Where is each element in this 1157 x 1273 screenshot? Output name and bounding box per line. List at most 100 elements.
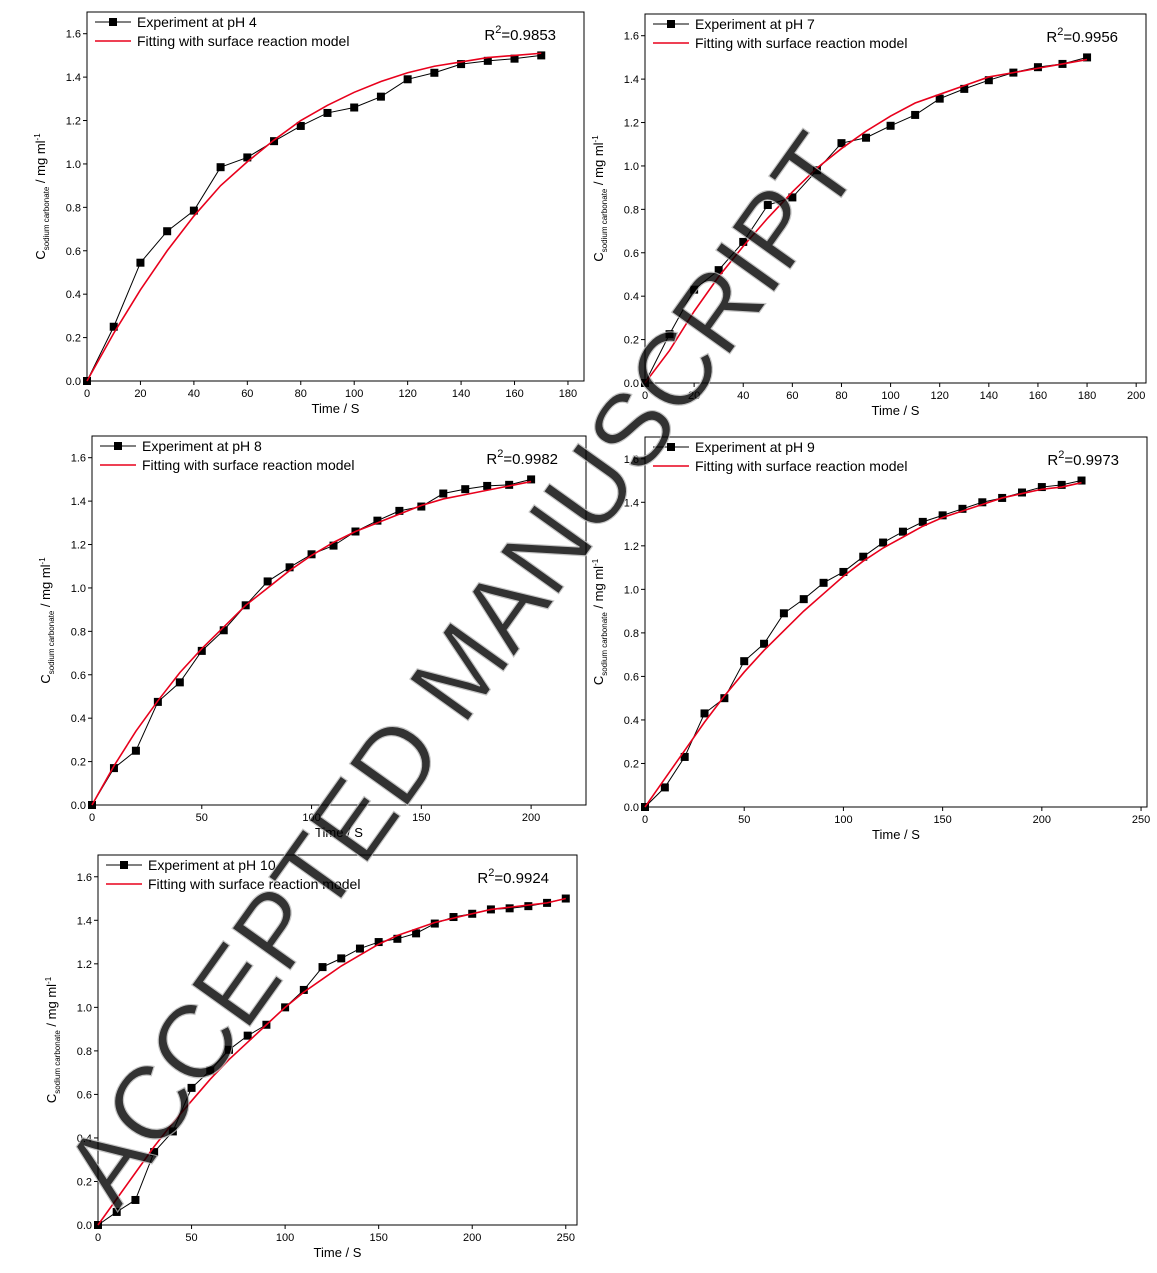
y-tick-label: 0.6 xyxy=(624,671,639,683)
y-tick-label: 1.2 xyxy=(71,540,86,552)
data-point xyxy=(393,934,402,943)
legend-marker xyxy=(114,442,122,450)
data-point xyxy=(206,1066,215,1075)
y-label-sup: -1 xyxy=(38,557,47,565)
y-tick-label: 0.8 xyxy=(77,1046,92,1058)
x-tick-label: 100 xyxy=(834,814,852,826)
annotation-main: R xyxy=(1047,452,1058,469)
data-point xyxy=(457,60,466,69)
y-label-sub: sodium carbonate xyxy=(600,188,609,252)
y-axis-label: Csodium carbonate / mg ml-1 xyxy=(38,557,56,684)
y-label-main: C xyxy=(591,252,606,261)
y-tick-label: 0.0 xyxy=(624,802,639,814)
data-point xyxy=(763,201,772,210)
y-tick-label: 1.4 xyxy=(77,915,92,927)
data-point xyxy=(150,1148,159,1157)
data-point xyxy=(109,764,118,773)
x-tick-label: 160 xyxy=(505,388,523,400)
data-point xyxy=(483,481,492,490)
y-tick-label: 0.2 xyxy=(77,1176,92,1188)
x-tick-label: 40 xyxy=(188,388,200,400)
data-point xyxy=(168,1127,177,1136)
data-point xyxy=(187,1083,196,1092)
data-point xyxy=(886,121,895,130)
y-tick-label: 1.6 xyxy=(624,454,639,466)
data-point xyxy=(1057,480,1066,489)
data-point xyxy=(505,480,514,489)
data-point xyxy=(978,498,987,507)
annotation-sup: 2 xyxy=(488,867,494,879)
legend-label: Experiment at pH 7 xyxy=(695,16,815,32)
annotation-rest: =0.9924 xyxy=(494,870,549,887)
y-label-main: C xyxy=(591,676,606,685)
y-tick-label: 0.6 xyxy=(624,248,639,260)
y-tick-label: 0.2 xyxy=(624,335,639,347)
data-point xyxy=(296,121,305,130)
data-point xyxy=(510,54,519,63)
x-tick-label: 0 xyxy=(84,388,90,400)
plot-frame xyxy=(644,13,1147,384)
x-tick-label: 140 xyxy=(452,388,470,400)
annotation-main: R xyxy=(486,451,497,468)
y-label-unit: / mg ml xyxy=(38,564,53,610)
data-point xyxy=(714,266,723,275)
x-tick-label: 100 xyxy=(881,390,899,402)
y-axis-label: Csodium carbonate / mg ml-1 xyxy=(591,135,609,262)
y-tick-label: 0.6 xyxy=(77,1089,92,1101)
y-label-main: C xyxy=(38,674,53,683)
data-point xyxy=(879,538,888,547)
legend-marker xyxy=(667,20,675,28)
data-point xyxy=(430,919,439,928)
legend-marker xyxy=(109,18,117,26)
y-label-unit: / mg ml xyxy=(33,140,48,186)
data-point xyxy=(131,1195,140,1204)
annotation-main: R xyxy=(477,870,488,887)
y-tick-label: 1.0 xyxy=(77,1002,92,1014)
y-axis-label: Csodium carbonate / mg ml-1 xyxy=(44,976,62,1103)
data-point xyxy=(224,1045,233,1054)
data-point xyxy=(938,511,947,520)
data-point xyxy=(812,166,821,175)
data-point xyxy=(219,626,228,635)
x-tick-label: 50 xyxy=(196,812,208,824)
x-tick-label: 80 xyxy=(295,388,307,400)
y-label-sub: sodium carbonate xyxy=(42,186,51,250)
legend-label: Fitting with surface reaction model xyxy=(695,35,907,51)
data-point xyxy=(163,227,172,236)
x-tick-label: 100 xyxy=(345,388,363,400)
x-tick-label: 150 xyxy=(412,812,430,824)
data-point xyxy=(136,258,145,267)
y-tick-label: 0.4 xyxy=(624,715,639,727)
y-tick-label: 0.0 xyxy=(77,1220,92,1232)
y-tick-label: 0.8 xyxy=(71,626,86,638)
plot-frame xyxy=(644,436,1148,808)
data-point xyxy=(323,108,332,117)
data-point xyxy=(660,783,669,792)
data-point xyxy=(373,516,382,525)
y-label-sup: -1 xyxy=(591,558,600,566)
y-tick-label: 1.0 xyxy=(624,584,639,596)
legend-label: Experiment at pH 4 xyxy=(137,14,257,30)
x-tick-label: 250 xyxy=(1132,814,1150,826)
data-point xyxy=(461,485,470,494)
y-tick-label: 1.4 xyxy=(624,497,639,509)
data-point xyxy=(216,163,225,172)
y-tick-label: 1.6 xyxy=(66,29,81,41)
data-point xyxy=(918,517,927,526)
y-tick-label: 0.6 xyxy=(71,670,86,682)
data-point xyxy=(337,954,346,963)
x-tick-label: 200 xyxy=(1033,814,1051,826)
y-tick-label: 0.8 xyxy=(624,628,639,640)
y-tick-label: 1.2 xyxy=(624,118,639,130)
annotation-main: R xyxy=(1046,29,1057,46)
plot-frame xyxy=(97,854,578,1226)
annotation-sup: 2 xyxy=(1058,449,1064,461)
data-point xyxy=(911,110,920,119)
x-axis-label: Time / S xyxy=(312,401,360,416)
annotation-main: R xyxy=(484,27,495,44)
data-point xyxy=(690,285,699,294)
data-point xyxy=(175,678,184,687)
data-point xyxy=(819,578,828,587)
x-tick-label: 250 xyxy=(557,1232,575,1244)
